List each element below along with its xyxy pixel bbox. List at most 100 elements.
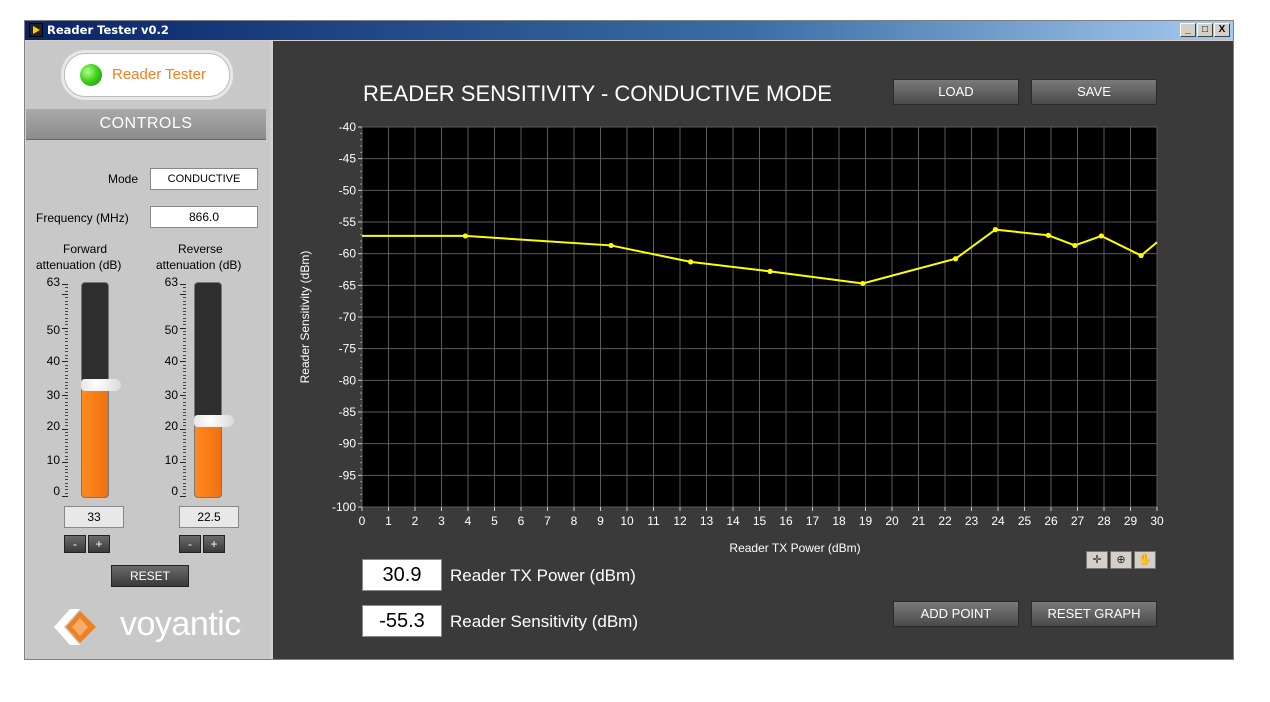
data-point	[688, 259, 694, 265]
reverse-attenuation-slider[interactable]	[194, 282, 234, 498]
scale-tick	[65, 334, 68, 336]
scale-tick	[65, 337, 68, 339]
scale-tick-label: 30	[164, 388, 178, 402]
scale-tick	[183, 324, 186, 326]
scale-tick-label: 10	[46, 453, 60, 467]
scale-tick	[65, 314, 68, 316]
frequency-field[interactable]: 866.0	[150, 206, 258, 228]
y-tick-label: -50	[339, 183, 357, 197]
x-tick-label: 2	[412, 514, 419, 528]
scale-tick	[65, 421, 68, 423]
scale-tick	[183, 401, 186, 403]
sensitivity-label: Reader Sensitivity (dBm)	[450, 612, 639, 631]
scale-tick	[65, 331, 68, 333]
scale-tick	[183, 304, 186, 306]
x-tick-label: 23	[965, 514, 979, 528]
data-point	[1072, 242, 1078, 249]
x-tick-label: 7	[544, 514, 551, 528]
scale-tick	[183, 331, 186, 333]
x-axis-label: Reader TX Power (dBm)	[729, 541, 860, 555]
scale-tick	[183, 398, 186, 400]
scale-tick	[183, 364, 186, 366]
data-point	[992, 227, 998, 233]
x-tick-label: 9	[597, 514, 604, 528]
crosshair-icon[interactable]: ✛	[1086, 551, 1108, 569]
voyantic-mark-icon	[54, 609, 96, 645]
controls-panel: Reader Tester CONTROLS Mode CONDUCTIVE F…	[26, 41, 270, 659]
scale-tick	[183, 415, 186, 417]
scale-tick-label: 0	[53, 484, 60, 498]
scale-tick	[183, 458, 186, 460]
scale-tick	[65, 321, 68, 323]
scale-tick	[183, 421, 186, 423]
scale-tick	[65, 438, 68, 440]
reverse-decrement-button[interactable]: -	[179, 535, 201, 553]
scale-tick	[183, 492, 186, 494]
y-tick-label: -65	[339, 278, 357, 292]
sensitivity-value[interactable]: -55.3	[362, 605, 442, 637]
title-bar[interactable]: Reader Tester v0.2 _ □ X	[25, 21, 1233, 40]
forward-attenuation-value[interactable]: 33	[64, 506, 124, 528]
scale-tick	[180, 462, 186, 464]
reverse-label-unit: attenuation (dB)	[156, 258, 242, 272]
x-tick-label: 12	[673, 514, 687, 528]
forward-slider-thumb[interactable]	[81, 378, 121, 391]
scale-tick	[183, 425, 186, 427]
reset-graph-button[interactable]: RESET GRAPH	[1031, 601, 1157, 627]
scale-tick	[180, 361, 186, 363]
graph-title: READER SENSITIVITY - CONDUCTIVE MODE	[363, 81, 832, 106]
scale-tick	[183, 408, 186, 410]
scale-tick-label: 40	[164, 354, 178, 368]
pan-hand-icon[interactable]: ✋	[1134, 551, 1156, 569]
x-tick-label: 16	[779, 514, 793, 528]
scale-tick	[183, 489, 186, 491]
scale-tick	[183, 290, 186, 292]
scale-tick	[65, 398, 68, 400]
mode-label: Mode	[108, 172, 139, 186]
x-tick-label: 20	[885, 514, 899, 528]
scale-tick	[183, 442, 186, 444]
sensitivity-chart[interactable]: 0 1 2 3 4 5 6 7 8 9 10 11 12 13 14 15 16 17 18 19 20 21 22 23 24…	[273, 41, 1233, 561]
add-point-button[interactable]: ADD POINT	[893, 601, 1019, 627]
scale-tick	[62, 395, 68, 397]
mode-field[interactable]: CONDUCTIVE	[150, 168, 258, 190]
forward-increment-button[interactable]: +	[88, 535, 110, 553]
x-tick-label: 11	[647, 514, 660, 528]
x-tick-label: 13	[700, 514, 714, 528]
tx-power-value[interactable]: 30.9	[362, 559, 442, 591]
reverse-increment-button[interactable]: +	[203, 535, 225, 553]
x-tick-label: 27	[1071, 514, 1085, 528]
scale-tick	[183, 388, 186, 390]
data-point	[1138, 252, 1144, 259]
reset-button[interactable]: RESET	[111, 565, 189, 587]
reverse-attenuation-scale: 63 50 40 30 20 10 0	[162, 275, 186, 498]
minimize-button[interactable]: _	[1180, 23, 1196, 37]
maximize-button[interactable]: □	[1197, 23, 1213, 37]
scale-tick	[183, 317, 186, 319]
scale-tick	[183, 354, 186, 356]
scale-tick	[65, 307, 68, 309]
load-button[interactable]: LOAD	[893, 79, 1019, 105]
scale-tick	[65, 384, 68, 386]
scale-tick	[62, 327, 68, 329]
scale-tick	[183, 344, 186, 346]
scale-tick	[65, 445, 68, 447]
x-tick-label: 0	[359, 514, 366, 528]
close-button[interactable]: X	[1214, 23, 1230, 37]
logo-text: Reader Tester	[112, 66, 206, 83]
scale-tick	[65, 347, 68, 349]
forward-decrement-button[interactable]: -	[64, 535, 86, 553]
save-button[interactable]: SAVE	[1031, 79, 1157, 105]
x-tick-label: 30	[1150, 514, 1164, 528]
scale-tick	[65, 479, 68, 481]
scale-tick-label: 50	[46, 323, 60, 337]
y-tick-label: -95	[339, 468, 357, 482]
zoom-icon[interactable]: ⊕	[1110, 551, 1132, 569]
scale-tick	[183, 452, 186, 454]
forward-attenuation-slider[interactable]	[81, 282, 121, 498]
reverse-slider-thumb[interactable]	[194, 414, 234, 427]
reverse-attenuation-value[interactable]: 22.5	[179, 506, 239, 528]
y-tick-label: -100	[332, 500, 356, 514]
scale-tick	[65, 452, 68, 454]
y-axis-label: Reader Sensitivity (dBm)	[298, 251, 312, 384]
